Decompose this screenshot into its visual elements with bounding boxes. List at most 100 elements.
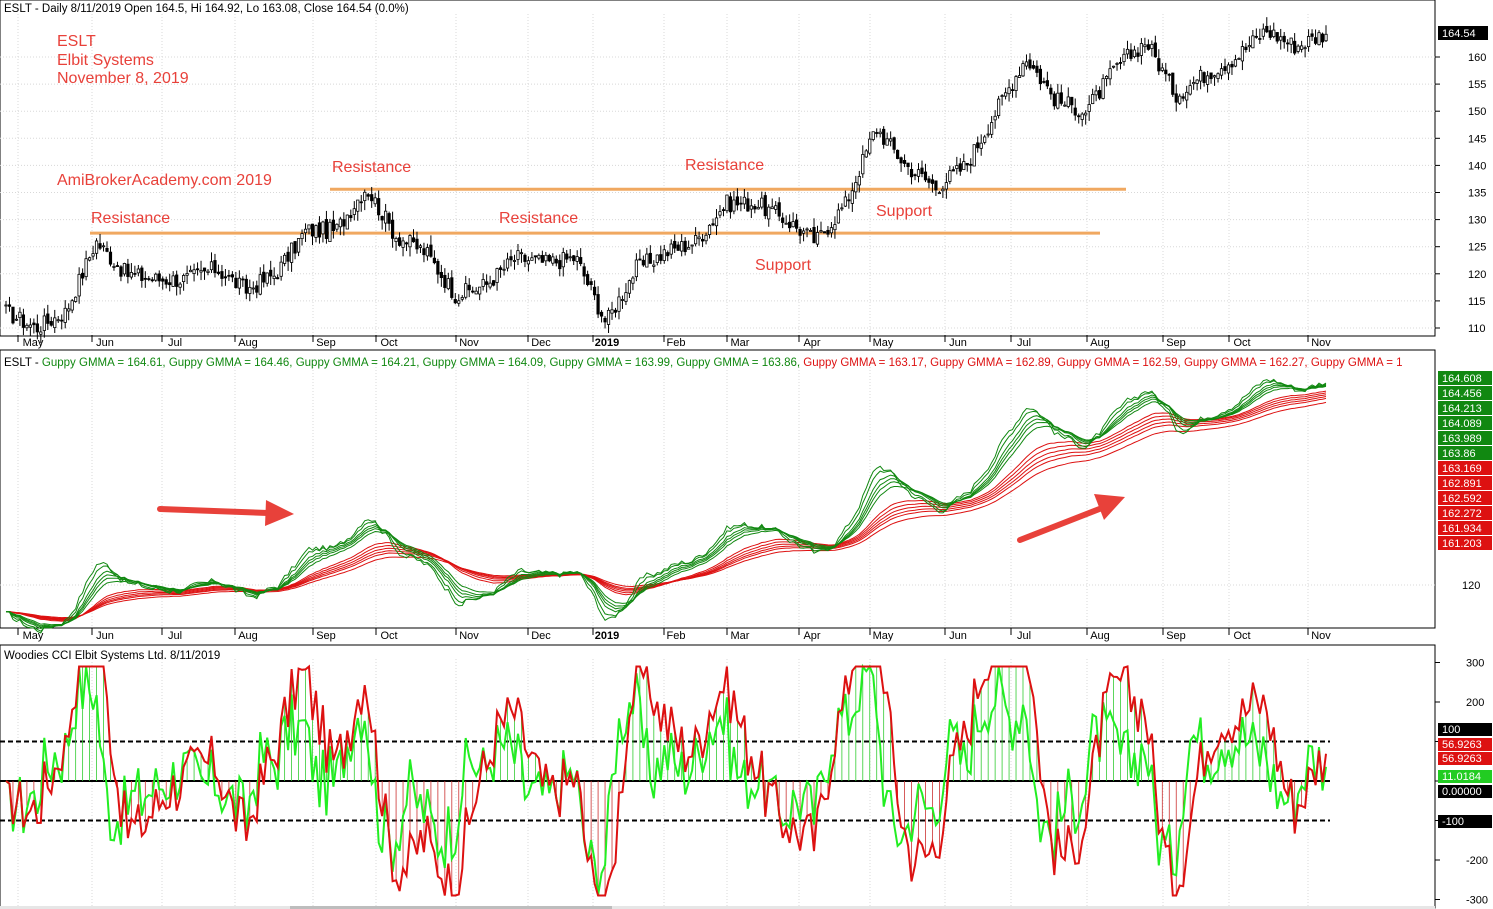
candle-body [241, 278, 245, 281]
candle-body [404, 242, 409, 245]
candle-body [1293, 40, 1297, 54]
candle-body [286, 251, 290, 262]
candle-body [669, 243, 673, 255]
candle-body [397, 237, 402, 246]
candle-body [753, 206, 757, 210]
candle-body [1226, 64, 1231, 74]
cci-label-bg-5 [1438, 815, 1492, 828]
gmma-slow-line-5 [6, 401, 1327, 619]
cci-label-4: 0.00000 [1442, 786, 1482, 798]
candle-body [485, 281, 489, 285]
candle-body [1313, 37, 1318, 44]
candle-body [1028, 59, 1032, 69]
candle-body [683, 240, 687, 253]
candle-body [1153, 42, 1157, 58]
candle-body [906, 162, 910, 167]
ytick-price-135: 135 [1468, 188, 1486, 200]
candle-body [387, 213, 391, 224]
candle-body [641, 259, 645, 266]
candle-body [1289, 37, 1293, 45]
candle-body [384, 210, 388, 224]
candle-body [182, 275, 186, 283]
candle-body [512, 260, 517, 262]
x-label-17: Oct [1233, 337, 1250, 349]
candle-body [446, 278, 450, 290]
x-label-13: Jun [949, 630, 967, 642]
candle-body [1216, 73, 1220, 79]
candle-body [676, 244, 680, 251]
candle-body [25, 324, 29, 329]
candle-body [1258, 38, 1262, 40]
candle-body [115, 265, 120, 267]
candle-body [1010, 89, 1015, 92]
candle-body [1202, 72, 1206, 84]
candle-body [1268, 30, 1272, 38]
candle-body [742, 196, 746, 205]
candle-body [1254, 35, 1258, 38]
candle-body [1042, 81, 1046, 83]
gmma-label-bg-5 [1438, 446, 1492, 460]
candle-body [1087, 104, 1091, 112]
candle-body [725, 194, 729, 212]
candle-body [648, 252, 652, 264]
candle-body [547, 254, 551, 262]
candle-body [728, 196, 733, 213]
candle-body [464, 283, 468, 298]
candle-body [690, 244, 694, 247]
cci-label-1: 56.9263 [1442, 739, 1482, 751]
x-label-5: Oct [380, 630, 397, 642]
candle-body [774, 205, 778, 210]
gmma-ytick-120: 120 [1462, 580, 1480, 592]
candle-body [491, 280, 496, 286]
candle-body [700, 238, 705, 242]
candle-body [808, 230, 813, 232]
candle-body [631, 277, 635, 284]
cci-panel-header: Woodies CCI Elbit Systems Ltd. 8/11/2019 [4, 650, 220, 662]
candle-body [502, 268, 506, 271]
gmma-label-bg-10 [1438, 521, 1492, 535]
gmma-value-labels: 164.608 164.456 164.213 164.089 163.989 163.8… [1438, 371, 1492, 550]
candle-body [209, 261, 214, 271]
candle-body [1185, 91, 1189, 101]
candle-body [345, 214, 349, 230]
candle-body [697, 236, 701, 240]
candle-body [613, 309, 618, 313]
candle-body [338, 218, 342, 228]
candle-body [986, 133, 990, 136]
candle-body [913, 174, 917, 177]
candle-body [948, 170, 952, 182]
candle-body [909, 168, 914, 178]
candle-body [1237, 58, 1241, 60]
candle-body [349, 215, 353, 219]
candle-body [324, 219, 329, 239]
candle-body [14, 318, 19, 321]
candle-body [1108, 68, 1112, 80]
x-label-17: Oct [1233, 630, 1250, 642]
candle-body [269, 269, 273, 277]
annotation-resistance-3: Resistance [499, 210, 578, 227]
candle-body [98, 243, 102, 249]
candle-body [1230, 63, 1234, 68]
gmma-slow-line-4 [6, 397, 1327, 620]
x-label-5: Oct [380, 337, 397, 349]
candle-body [314, 225, 318, 238]
cci-label-bg-1 [1438, 738, 1492, 751]
candle-body [1084, 112, 1088, 116]
candle-body [474, 290, 478, 295]
candle-body [707, 224, 712, 236]
candle-body [1024, 61, 1029, 67]
candle-body [1031, 65, 1036, 69]
candle-body [1056, 92, 1060, 109]
candle-body [1146, 44, 1150, 50]
candle-body [596, 294, 600, 315]
candle-body [1282, 35, 1286, 43]
ytick-price-120: 120 [1468, 269, 1486, 281]
candle-body [847, 199, 851, 202]
candle-body [509, 256, 513, 261]
candle-body [74, 296, 78, 302]
candle-body [840, 207, 844, 210]
horizontal-scrollbar[interactable] [0, 906, 1435, 909]
candle-body [7, 304, 12, 307]
candle-body [603, 317, 607, 323]
candle-body [836, 209, 841, 224]
